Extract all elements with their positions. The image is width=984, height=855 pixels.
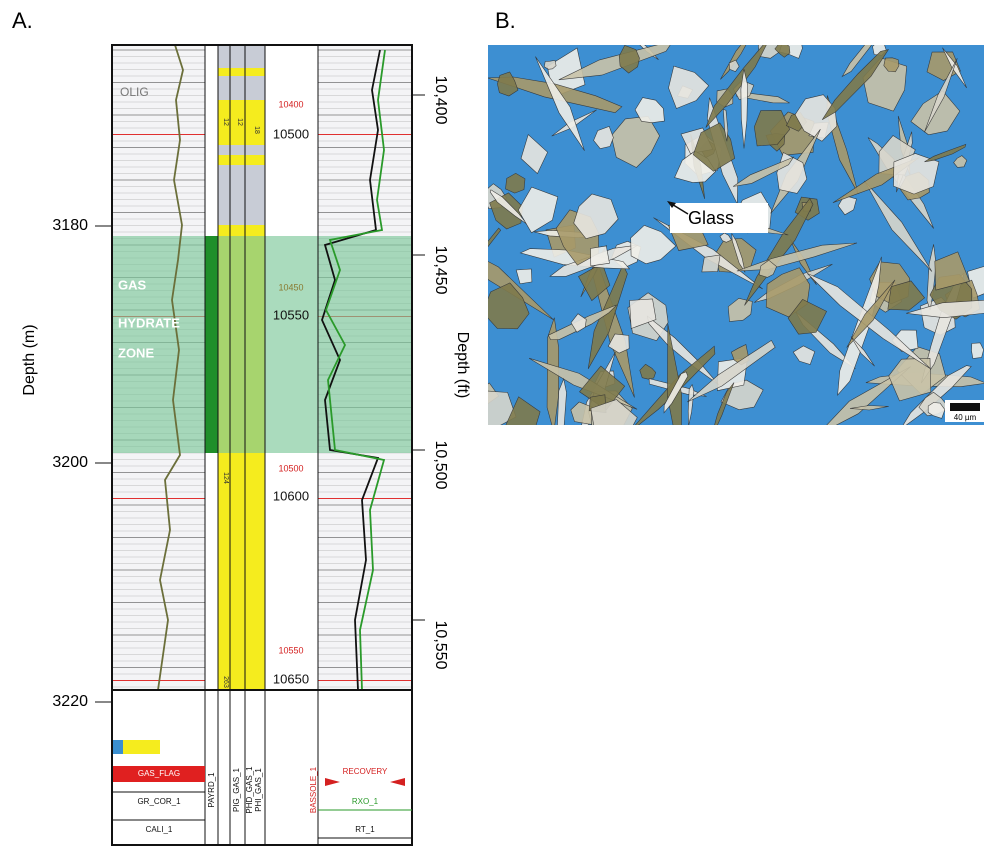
footer-label: GR_COR_1 <box>137 797 181 806</box>
micrograph <box>439 31 984 467</box>
footer-label: CALI_1 <box>146 825 173 834</box>
tick-label: 3180 <box>52 217 88 234</box>
gas-patch <box>218 155 265 165</box>
pay-flag <box>205 236 218 453</box>
depth-label-red: 10400 <box>278 99 303 109</box>
tick-label: 10,400 <box>432 76 449 125</box>
tick-label: 10,550 <box>432 621 449 670</box>
grain <box>702 255 720 272</box>
footer-label: BASSOLE_1 <box>309 766 318 813</box>
footer-label: RECOVERY <box>343 767 388 776</box>
depth-label-red: 10450 <box>278 282 303 292</box>
footer-label: RT_1 <box>355 825 375 834</box>
tick-label: 10,450 <box>432 246 449 295</box>
tick-label: 10,500 <box>432 441 449 490</box>
panel-label: A. <box>12 8 33 33</box>
track-number: 18 <box>253 126 260 134</box>
depth-label: 10600 <box>273 488 309 503</box>
footer-label: PHD_GAS_1 <box>245 766 254 814</box>
axis-title: Depth (ft) <box>454 332 471 399</box>
arrow <box>390 778 405 786</box>
gas-hydrate-zone <box>113 236 412 453</box>
depth-label: 10500 <box>273 126 309 141</box>
tick-label: 3200 <box>52 454 88 471</box>
footer-label: PHI_GAS_1 <box>254 768 263 812</box>
formation-label: OLIG <box>120 85 149 99</box>
zone-label: ZONE <box>118 345 154 360</box>
panel-label: B. <box>495 8 516 33</box>
depth-label: 10550 <box>273 307 309 322</box>
track-number: 12 <box>222 118 229 126</box>
scale-label: 40 µm <box>954 413 977 422</box>
depth-label-red: 10550 <box>278 645 303 655</box>
track-number: 12 <box>236 118 243 126</box>
scale-bar <box>950 403 980 411</box>
legend-swatch <box>123 740 160 754</box>
depth-label-red: 10500 <box>278 463 303 473</box>
footer-label: PIG_GAS_1 <box>232 767 241 812</box>
tick-label: 3220 <box>52 693 88 710</box>
zone-label: HYDRATE <box>118 315 180 330</box>
arrow <box>325 778 340 786</box>
legend-swatch <box>113 740 123 754</box>
zone-label: GAS <box>118 277 147 292</box>
depth-label: 10650 <box>273 671 309 686</box>
gas-patch <box>218 68 265 76</box>
footer-label: PAYRD_1 <box>207 772 216 808</box>
annotation: Glass <box>688 208 734 228</box>
axis-title: Depth (m) <box>21 324 38 395</box>
grain <box>591 246 610 266</box>
track-number: 263 <box>222 676 229 688</box>
footer-label: GAS_FLAG <box>138 769 180 778</box>
footer-label: RXO_1 <box>352 797 379 806</box>
track-number: 124 <box>222 472 229 484</box>
